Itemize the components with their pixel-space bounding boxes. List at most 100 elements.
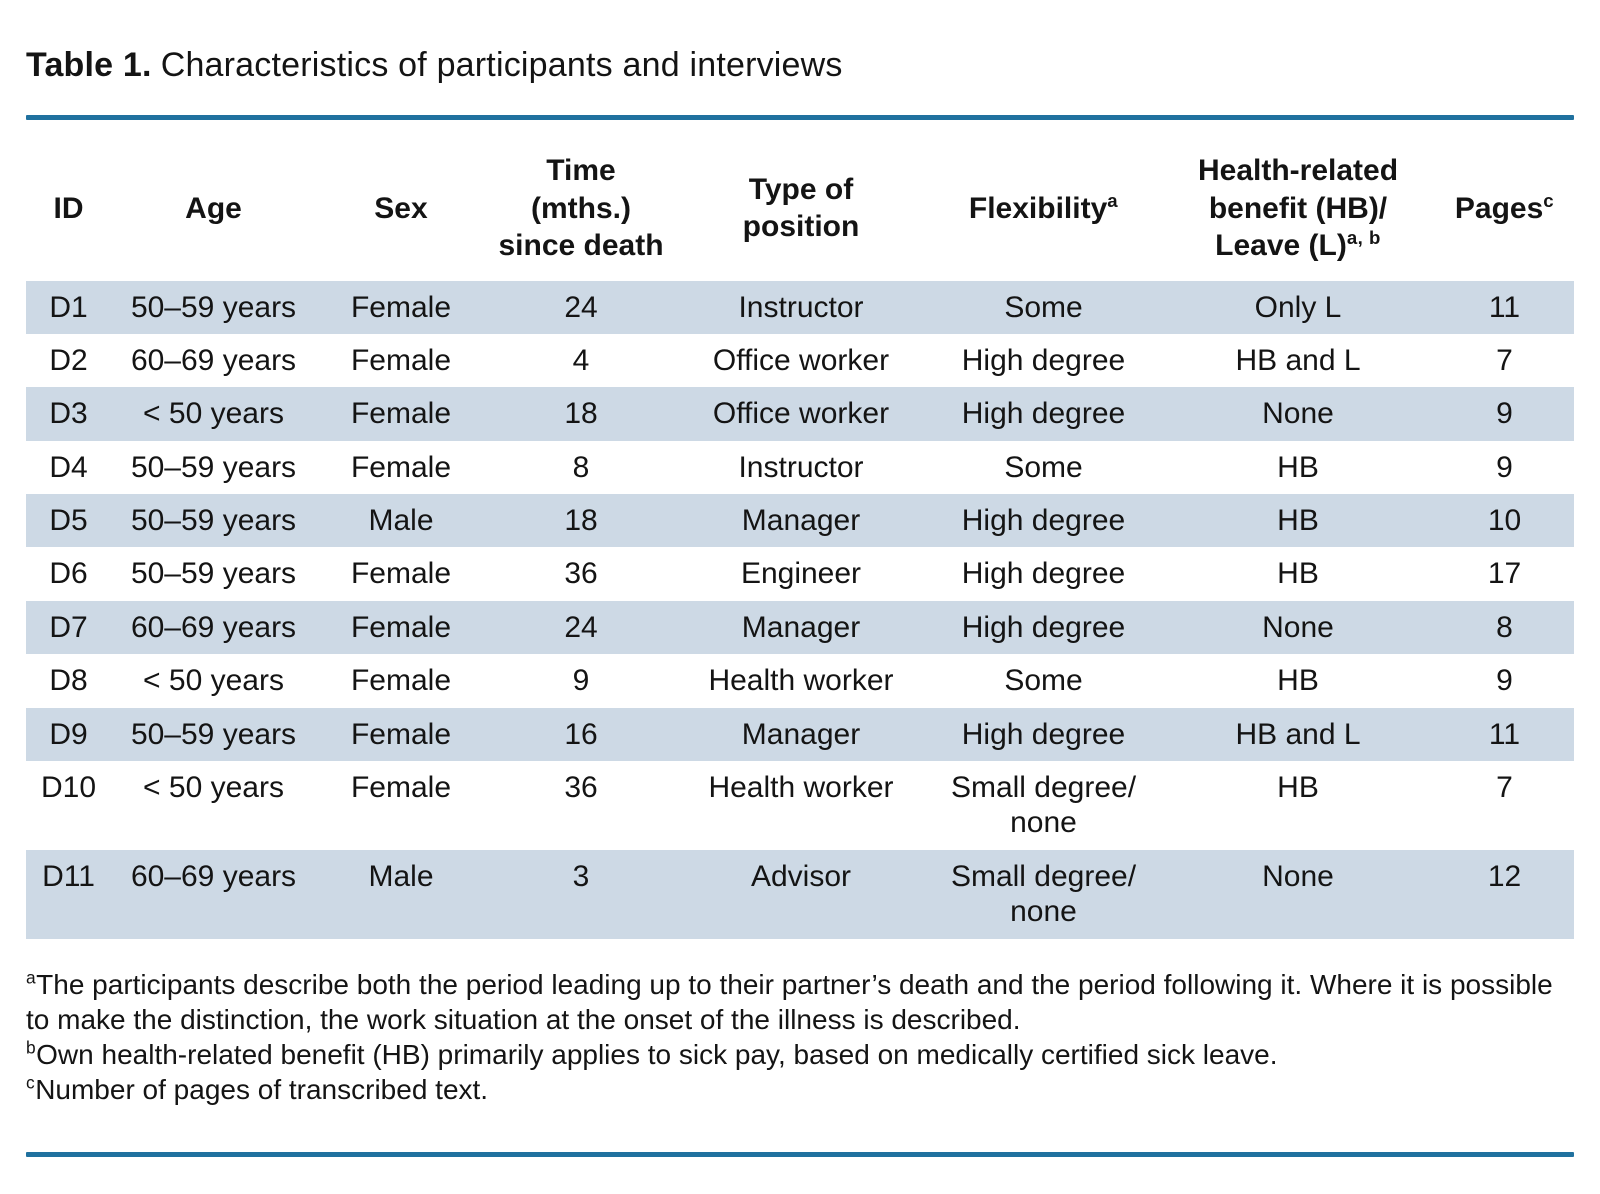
cell-pages: 10 xyxy=(1487,504,1522,538)
table-caption: Characteristics of participants and inte… xyxy=(160,46,843,84)
header-superscript: c xyxy=(1543,189,1555,211)
cell-flexibility: High degree xyxy=(961,717,1126,751)
header-row: ID Age Sex Time (mths.) since death Type… xyxy=(26,148,1574,281)
column-header-age: Age xyxy=(185,191,242,225)
footnote-marker-b: b xyxy=(26,1037,37,1058)
cell-position: Manager xyxy=(741,610,861,644)
table-row: D1 50–59 years Female 24 Instructor Some Only … xyxy=(26,280,1574,334)
table-row: D6 50–59 years Female 36 Engineer High degree… xyxy=(26,547,1574,600)
table-row: D4 50–59 years Female 8 Instructor Some HB 9 xyxy=(26,441,1574,494)
cell-benefit: HB xyxy=(1277,771,1319,805)
cell-benefit: HB and L xyxy=(1235,717,1361,751)
cell-sex: Female xyxy=(350,557,452,591)
cell-pages: 9 xyxy=(1496,664,1513,698)
column-header-health-benefit-leave: Health-related benefit (HB)/ Leave (L)a,… xyxy=(1197,154,1399,262)
cell-id: D2 xyxy=(49,343,88,377)
table-row: D11 60–69 years Male 3 Advisor Small degree/ … xyxy=(26,849,1574,939)
cell-id: D6 xyxy=(49,557,88,591)
cell-id: D5 xyxy=(49,504,88,538)
cell-sex: Female xyxy=(350,343,452,377)
column-header-sex: Sex xyxy=(374,191,428,225)
cell-id: D9 xyxy=(49,717,88,751)
cell-time: 4 xyxy=(572,343,590,377)
cell-age: < 50 years xyxy=(143,771,284,805)
cell-sex: Male xyxy=(368,859,434,893)
column-header-time-since-death: Time (mths.) since death xyxy=(498,154,664,262)
footnote-marker-c: c xyxy=(26,1073,36,1094)
footnote-marker-a: a xyxy=(26,967,37,988)
table-row: D10 < 50 years Female 36 Health worker Small … xyxy=(26,761,1574,850)
cell-age: 50–59 years xyxy=(130,450,297,484)
participants-table: ID Age Sex Time (mths.) since death Type… xyxy=(26,148,1574,939)
cell-position: Instructor xyxy=(738,450,864,484)
cell-benefit: HB and L xyxy=(1235,343,1361,377)
cell-benefit: None xyxy=(1262,610,1334,644)
header-superscript: a, b xyxy=(1346,227,1381,248)
cell-age: 50–59 years xyxy=(130,290,297,324)
cell-pages: 11 xyxy=(1488,290,1521,324)
cell-sex: Female xyxy=(350,450,452,484)
cell-position: Office worker xyxy=(712,343,890,377)
table-row: D7 60–69 years Female 24 Manager High degree N… xyxy=(26,600,1574,655)
cell-pages: 12 xyxy=(1487,859,1522,893)
cell-age: 60–69 years xyxy=(130,859,297,893)
cell-time: 24 xyxy=(564,290,598,324)
column-header-type-of-position: Type of position xyxy=(742,172,860,244)
footnote-text-b: Own health-related benefit (HB) primaril… xyxy=(36,1039,1278,1071)
table-row: D2 60–69 years Female 4 Office worker High de… xyxy=(26,334,1574,387)
footnote-a: aThe participants describe both the peri… xyxy=(26,967,1574,1038)
cell-benefit: None xyxy=(1262,859,1334,893)
cell-benefit: HB xyxy=(1277,664,1319,698)
cell-id: D1 xyxy=(49,290,88,324)
cell-flexibility: Some xyxy=(1004,290,1083,324)
cell-flexibility: High degree xyxy=(961,504,1126,538)
cell-flexibility: High degree xyxy=(961,557,1126,591)
cell-sex: Male xyxy=(368,504,434,538)
table-number-label: Table 1. xyxy=(26,46,152,84)
cell-time: 8 xyxy=(572,450,590,484)
cell-time: 18 xyxy=(564,397,598,431)
cell-position: Office worker xyxy=(712,397,890,431)
cell-id: D4 xyxy=(49,450,88,484)
cell-position: Manager xyxy=(741,504,861,538)
cell-pages: 9 xyxy=(1496,397,1513,431)
cell-time: 18 xyxy=(564,504,598,538)
table-row: D9 50–59 years Female 16 Manager High degree H… xyxy=(26,707,1574,762)
footnote-text-c: Number of pages of transcribed text. xyxy=(35,1074,489,1106)
cell-age: 60–69 years xyxy=(130,610,297,644)
cell-flexibility: Small degree/ none xyxy=(950,859,1137,929)
cell-age: 50–59 years xyxy=(130,717,297,751)
cell-position: Instructor xyxy=(738,290,864,324)
cell-position: Manager xyxy=(741,717,861,751)
cell-pages: 7 xyxy=(1496,771,1513,805)
cell-benefit: None xyxy=(1262,397,1334,431)
cell-sex: Female xyxy=(350,397,452,431)
column-header-flexibility: Flexibilitya xyxy=(968,189,1119,225)
column-header-id: ID xyxy=(53,191,84,225)
cell-flexibility: Small degree/ none xyxy=(950,771,1137,840)
cell-id: D3 xyxy=(49,397,88,431)
table-row: D8 < 50 years Female 9 Health worker Some HB 9 xyxy=(26,654,1574,707)
cell-pages: 8 xyxy=(1496,610,1513,644)
cell-benefit: HB xyxy=(1277,450,1319,484)
cell-id: D7 xyxy=(49,610,88,644)
cell-sex: Female xyxy=(350,290,452,324)
footnote-text-a: The participants describe both the perio… xyxy=(26,968,1553,1035)
cell-flexibility: High degree xyxy=(961,397,1126,431)
top-rule xyxy=(26,115,1574,120)
header-superscript: a xyxy=(1107,189,1119,211)
table-row: D3 < 50 years Female 18 Office worker High de… xyxy=(26,387,1574,441)
cell-time: 9 xyxy=(572,664,590,698)
footnote-c: cNumber of pages of transcribed text. xyxy=(26,1072,1574,1107)
cell-age: < 50 years xyxy=(143,397,284,431)
cell-position: Advisor xyxy=(750,859,852,893)
cell-position: Engineer xyxy=(740,557,862,591)
cell-time: 24 xyxy=(564,610,598,644)
footnotes: aThe participants describe both the peri… xyxy=(26,967,1574,1108)
cell-flexibility: Some xyxy=(1004,450,1083,484)
cell-benefit: HB xyxy=(1277,557,1319,591)
cell-sex: Female xyxy=(350,717,452,751)
cell-age: < 50 years xyxy=(143,664,284,698)
cell-time: 16 xyxy=(564,717,598,751)
